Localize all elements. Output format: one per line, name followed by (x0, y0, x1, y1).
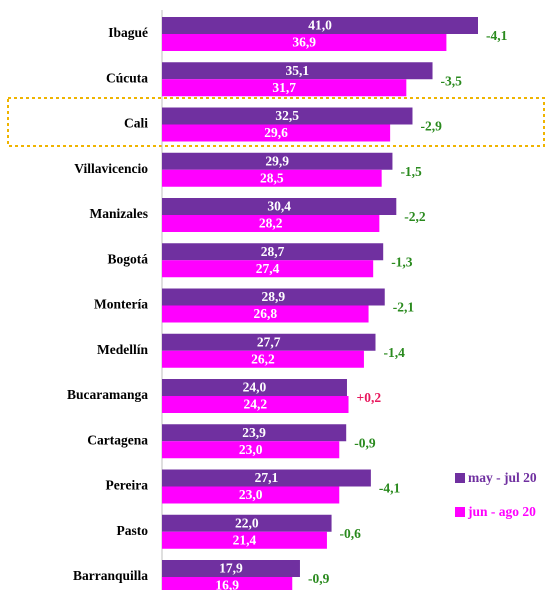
value-label: 36,9 (292, 35, 316, 50)
bar (162, 79, 407, 97)
category-label: Medellín (97, 342, 148, 357)
bar (162, 34, 447, 51)
bar (162, 396, 349, 413)
value-label: 27,4 (256, 261, 280, 276)
value-label: 27,1 (255, 470, 279, 485)
difference-label: -0,9 (354, 435, 376, 450)
category-label: Cartagena (87, 432, 148, 447)
value-label: 29,9 (265, 153, 289, 168)
bar (162, 107, 413, 125)
value-label: 27,7 (257, 334, 281, 349)
category-label: Pereira (106, 478, 149, 493)
bar (162, 531, 327, 549)
legend-swatch (455, 473, 465, 483)
value-label: 35,1 (285, 63, 309, 78)
value-label: 26,8 (253, 306, 277, 321)
value-label: 28,5 (260, 170, 284, 185)
value-label: 26,2 (251, 351, 275, 366)
value-label: 28,7 (261, 244, 285, 259)
value-label: 23,0 (239, 487, 263, 502)
legend-swatch (455, 507, 465, 517)
value-label: 28,2 (259, 216, 283, 231)
bar (162, 379, 347, 396)
difference-label: -1,3 (391, 254, 413, 269)
value-label: 23,0 (239, 442, 263, 457)
bar (162, 486, 340, 504)
difference-label: -1,5 (400, 164, 422, 179)
value-label: 28,9 (262, 289, 286, 304)
category-label: Cúcuta (106, 70, 148, 85)
difference-label: -2,9 (420, 119, 442, 134)
value-label: 23,9 (242, 425, 266, 440)
value-label: 24,2 (243, 397, 267, 412)
bar (162, 441, 340, 459)
value-label: 17,9 (219, 561, 243, 576)
bar (162, 577, 293, 590)
difference-label: -0,6 (340, 526, 362, 541)
bar (162, 424, 347, 442)
category-label: Manizales (90, 206, 149, 221)
difference-label: +0,2 (357, 390, 382, 405)
difference-label: -0,9 (308, 571, 330, 586)
bar (162, 305, 369, 323)
bar (162, 560, 300, 577)
legend-label: may - jul 20 (468, 470, 537, 485)
difference-label: -4,1 (379, 481, 401, 496)
category-label: Ibagué (108, 25, 148, 40)
value-label: 16,9 (215, 578, 239, 590)
category-label: Pasto (117, 523, 149, 538)
bar (162, 215, 380, 232)
bar (162, 514, 332, 532)
value-label: 29,6 (264, 125, 288, 140)
bar (162, 124, 391, 142)
bar (162, 333, 376, 351)
difference-label: -1,4 (383, 345, 405, 360)
category-label: Montería (94, 297, 148, 312)
category-label: Bogotá (108, 251, 149, 266)
bar (162, 288, 385, 306)
value-label: 31,7 (272, 80, 296, 95)
value-label: 32,5 (275, 108, 299, 123)
value-label: 30,4 (267, 199, 291, 214)
value-label: 41,0 (308, 18, 332, 33)
bar (162, 243, 384, 261)
difference-label: -3,5 (441, 73, 463, 88)
bar (162, 350, 364, 368)
bar (162, 62, 433, 80)
difference-label: -2,2 (404, 209, 426, 224)
difference-label: -4,1 (486, 28, 508, 43)
difference-label: -2,1 (393, 300, 415, 315)
value-label: 21,4 (233, 532, 257, 547)
category-label: Bucaramanga (67, 387, 148, 402)
category-label: Cali (124, 116, 148, 131)
highlight-box (7, 97, 545, 147)
category-label: Villavicencio (74, 161, 148, 176)
bar (162, 198, 397, 215)
bar (162, 169, 382, 187)
category-label: Barranquilla (73, 568, 148, 583)
bar (162, 152, 393, 170)
bar (162, 469, 371, 487)
value-label: 22,0 (235, 515, 259, 530)
bar (162, 260, 374, 278)
legend-label: jun - ago 20 (467, 504, 536, 519)
value-label: 24,0 (243, 380, 267, 395)
bar (162, 17, 478, 34)
